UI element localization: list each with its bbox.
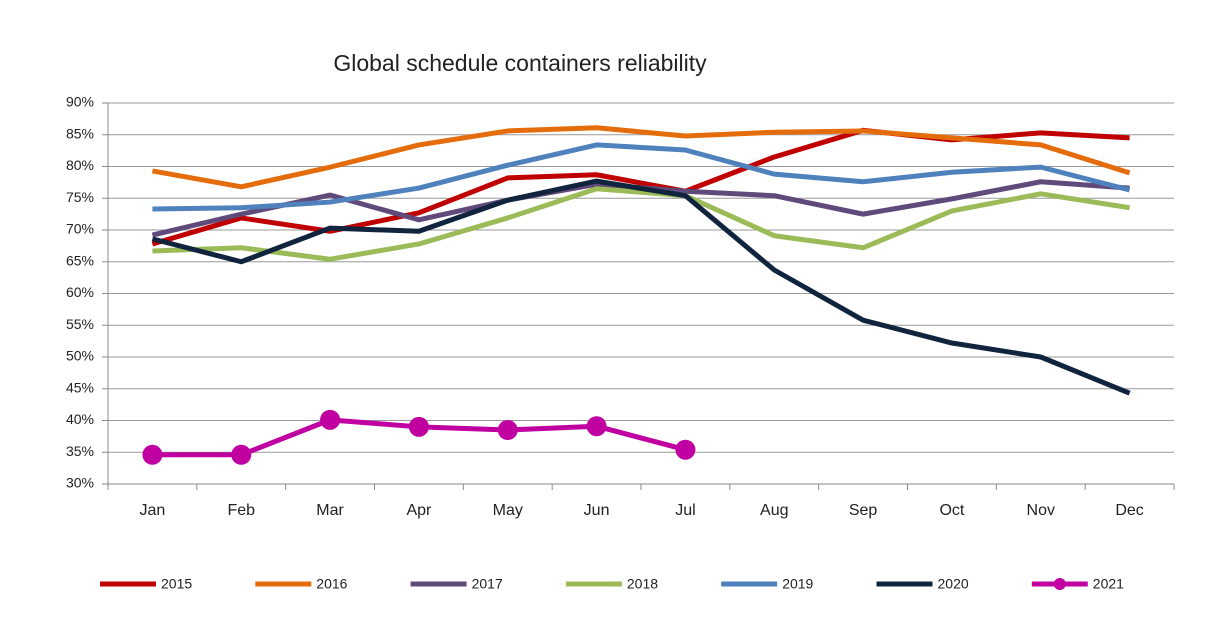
legend-label: 2021 xyxy=(1093,576,1124,592)
y-tick-label: 60% xyxy=(66,284,94,300)
x-tick-label: Feb xyxy=(227,502,255,519)
x-tick-label: Oct xyxy=(939,502,964,519)
series-marker xyxy=(675,439,696,460)
y-tick-label: 35% xyxy=(66,443,94,459)
y-tick-label: 30% xyxy=(66,475,94,491)
y-tick-label: 55% xyxy=(66,316,94,332)
y-tick-label: 90% xyxy=(66,94,94,110)
y-tick-label: 65% xyxy=(66,252,94,268)
y-tick-label: 75% xyxy=(66,189,94,205)
x-tick-label: Aug xyxy=(760,502,788,519)
legend-label: 2016 xyxy=(316,576,347,592)
legend-label: 2017 xyxy=(472,576,503,592)
series-line xyxy=(152,142,1131,212)
y-tick-label: 85% xyxy=(66,125,94,141)
x-tick-label: Dec xyxy=(1115,502,1143,519)
legend-label: 2019 xyxy=(782,576,813,592)
legend-label: 2020 xyxy=(938,576,969,592)
x-tick-label: Jul xyxy=(675,502,695,519)
legend-marker xyxy=(1053,578,1066,590)
x-tick-label: Jan xyxy=(140,502,166,519)
series-line xyxy=(152,186,1130,262)
y-tick-label: 80% xyxy=(66,157,94,173)
x-tick-label: Nov xyxy=(1027,502,1055,519)
x-tick-label: May xyxy=(493,502,523,519)
series-marker xyxy=(408,416,429,437)
series-marker xyxy=(231,444,252,465)
series-marker xyxy=(586,416,607,437)
series-line xyxy=(151,178,1131,396)
x-tick-label: Mar xyxy=(316,502,344,519)
y-tick-label: 70% xyxy=(66,221,94,237)
series-marker xyxy=(320,409,341,430)
chart-title: Global schedule containers reliability xyxy=(333,50,707,76)
x-tick-label: Apr xyxy=(406,502,432,519)
y-tick-label: 50% xyxy=(66,348,94,364)
y-tick-label: 45% xyxy=(66,379,94,395)
legend-label: 2018 xyxy=(627,576,658,592)
legend-label: 2015 xyxy=(161,576,192,592)
series-marker xyxy=(142,444,163,465)
x-tick-label: Sep xyxy=(849,502,878,519)
y-tick-label: 40% xyxy=(66,411,94,427)
series-marker xyxy=(497,420,518,441)
series-line xyxy=(151,125,1131,190)
x-tick-label: Jun xyxy=(584,502,610,519)
